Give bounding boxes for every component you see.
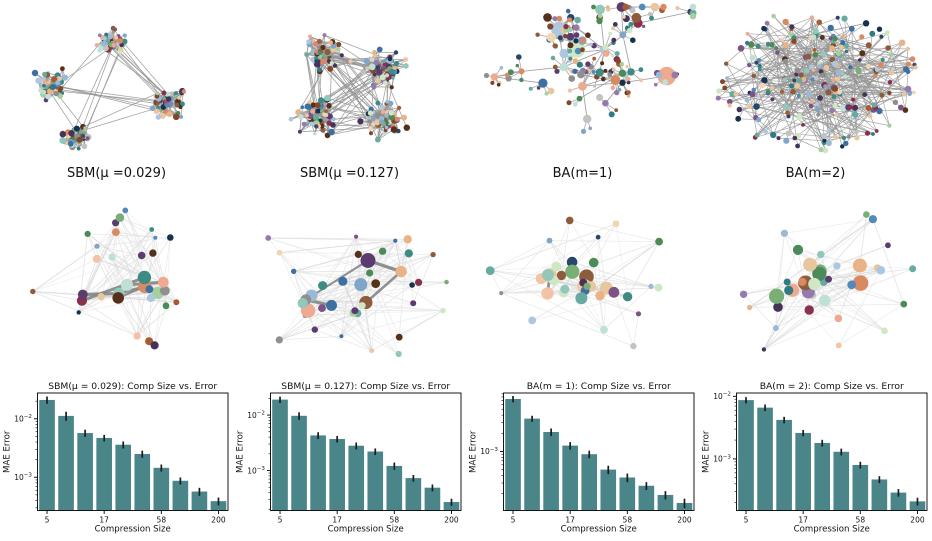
svg-text:58: 58 [390,516,400,525]
svg-text:5: 5 [511,516,516,525]
network-graph-sbm-high-original [288,33,410,143]
svg-text:58: 58 [856,516,866,525]
svg-text:5: 5 [744,516,749,525]
error-charts-row: 10−3 10−2 5 17 58 200 SBM(μ = 0.029): Comp Siz… [0,380,932,536]
svg-text:MAE Error: MAE Error [702,430,712,473]
svg-text:200: 200 [677,516,692,525]
chart-cell-sbm-low: 10−3 10−2 5 17 58 200 SBM(μ = 0.029): Comp Siz… [0,380,233,536]
svg-text:SBM(μ = 0.127): Comp Size vs.: SBM(μ = 0.127): Comp Size vs. Error [281,381,450,392]
svg-text:10−2: 10−2 [14,414,32,423]
compressed-networks-row [0,186,932,380]
network-graph-sbm-low-compressed [30,207,180,350]
svg-text:Compression Size: Compression Size [95,525,171,535]
compressed-cell-ba1 [466,186,699,380]
svg-text:10−3: 10−3 [247,466,265,475]
svg-text:SBM(μ = 0.029): Comp Size vs.: SBM(μ = 0.029): Comp Size vs. Error [48,381,217,392]
compressed-cell-sbm-high [233,186,466,380]
bar-chart-sbm-low-error: 10−3 10−2 5 17 58 200 SBM(μ = 0.029): Comp Siz… [3,381,229,535]
network-title-sbm-high: SBM(μ =0.127) [299,166,400,181]
svg-text:17: 17 [798,516,808,525]
svg-text:5: 5 [45,516,50,525]
svg-text:200: 200 [211,516,226,525]
svg-text:10−2: 10−2 [713,392,731,401]
svg-text:10−3: 10−3 [480,447,498,456]
network-cell-ba1: BA(m=1) [466,2,699,186]
network-graph-ba2-compressed [739,211,917,352]
bar-chart-ba2-error: 10−3 10−2 5 17 58 200 BA(m = 2): Comp Size vs.… [702,381,928,535]
network-graph-sbm-high-compressed [265,234,449,358]
svg-text:10−3: 10−3 [713,454,731,463]
network-graph-sbm-low-original [31,25,186,151]
svg-text:5: 5 [278,516,283,525]
svg-text:200: 200 [910,516,925,525]
bar-chart-ba1-error: 10−3 5 17 58 200 BA(m = 1): Comp Size vs. Err… [469,381,695,535]
svg-text:MAE Error: MAE Error [236,430,246,473]
network-cell-sbm-high: SBM(μ =0.127) [233,2,466,186]
svg-text:Compression Size: Compression Size [794,525,870,535]
svg-text:58: 58 [623,516,633,525]
network-graph-ba2-original [715,13,918,154]
svg-text:Compression Size: Compression Size [561,525,637,535]
network-title-ba2: BA(m=2) [785,166,846,181]
svg-text:10−2: 10−2 [247,410,265,419]
network-title-sbm-low: SBM(μ =0.029) [66,166,167,181]
svg-text:58: 58 [157,516,167,525]
svg-text:17: 17 [99,516,109,525]
svg-text:17: 17 [565,516,575,525]
svg-text:Compression Size: Compression Size [328,525,404,535]
network-title-ba1: BA(m=1) [552,166,613,181]
svg-text:MAE Error: MAE Error [3,430,13,473]
network-cell-ba2: BA(m=2) [699,2,932,186]
svg-text:BA(m = 1): Comp Size vs. Error: BA(m = 1): Comp Size vs. Error [527,381,671,392]
svg-text:17: 17 [332,516,342,525]
bar-chart-sbm-high-error: 10−3 10−2 5 17 58 200 SBM(μ = 0.127): Comp Siz… [236,381,462,535]
network-graph-ba1-compressed [485,216,663,350]
original-networks-row: SBM(μ =0.029) SBM(μ =0.127) BA(m=1) BA(m… [0,2,932,186]
svg-text:200: 200 [444,516,459,525]
svg-text:BA(m = 2): Comp Size vs. Error: BA(m = 2): Comp Size vs. Error [760,381,904,392]
network-graph-ba1-original [483,2,697,134]
compressed-cell-sbm-low [0,186,233,380]
chart-cell-sbm-high: 10−3 10−2 5 17 58 200 SBM(μ = 0.127): Comp Siz… [233,380,466,536]
chart-cell-ba2: 10−3 10−2 5 17 58 200 BA(m = 2): Comp Size vs.… [699,380,932,536]
network-cell-sbm-low: SBM(μ =0.029) [0,2,233,186]
svg-text:MAE Error: MAE Error [469,430,479,473]
svg-text:10−3: 10−3 [14,473,32,482]
compressed-cell-ba2 [699,186,932,380]
chart-cell-ba1: 10−3 5 17 58 200 BA(m = 1): Comp Size vs. Err… [466,380,699,536]
